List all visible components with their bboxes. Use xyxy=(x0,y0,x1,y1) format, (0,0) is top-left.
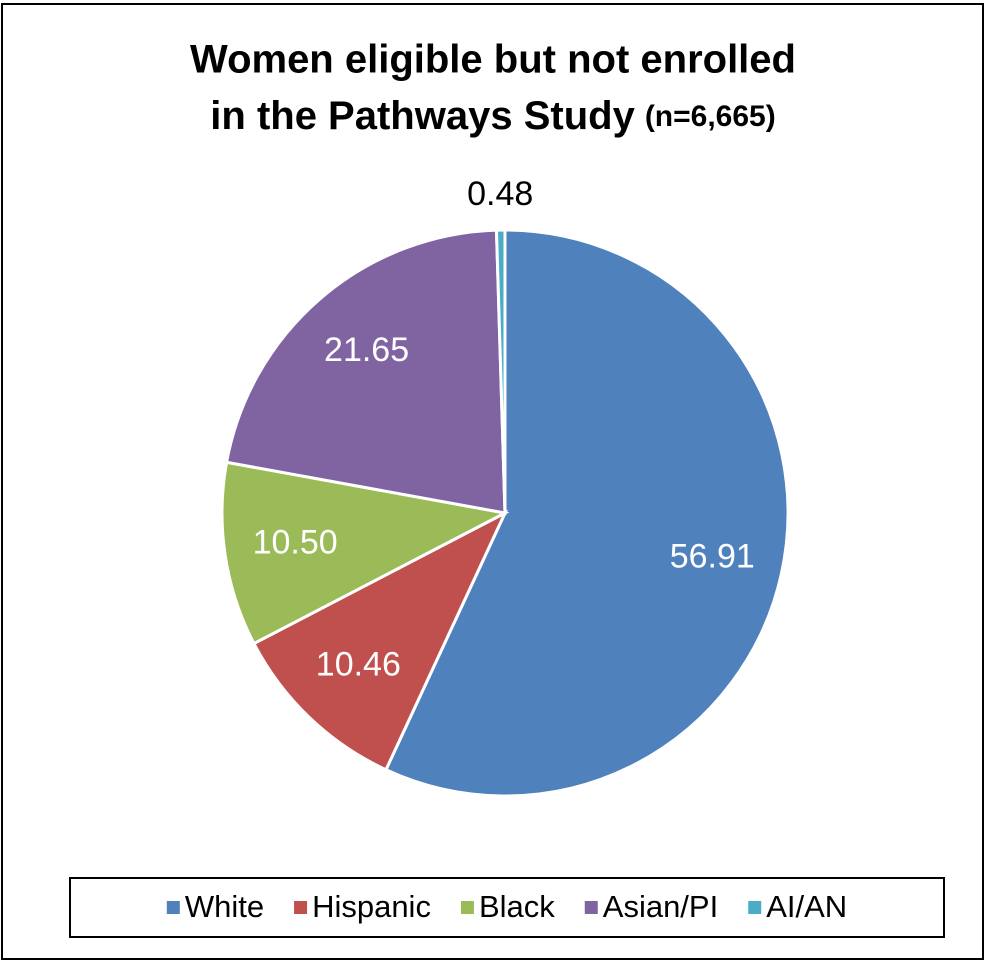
legend-label: Hispanic xyxy=(312,889,431,924)
legend-label: Asian/PI xyxy=(603,889,718,924)
legend-label: AI/AN xyxy=(766,889,847,924)
legend-label: Black xyxy=(479,889,555,924)
data-label: 56.91 xyxy=(670,538,755,576)
pie-slice xyxy=(494,228,507,514)
data-label: 10.46 xyxy=(316,645,401,683)
legend-swatch xyxy=(166,901,180,914)
legend-label: White xyxy=(185,889,264,924)
legend-swatch xyxy=(460,901,474,914)
data-label: 10.50 xyxy=(253,524,338,562)
chart-title: in the Pathways Study (n=6,665) xyxy=(210,94,775,138)
chart-title: in the Pathways Study xyxy=(210,94,635,138)
pie-slice xyxy=(224,228,507,515)
pie-slice xyxy=(383,228,790,798)
data-label: 0.48 xyxy=(467,175,533,213)
data-label: 21.65 xyxy=(324,331,409,369)
title-note: (n=6,665) xyxy=(645,100,776,133)
pie-slice xyxy=(251,509,509,772)
legend-swatch xyxy=(294,901,308,914)
legend-box xyxy=(69,877,945,938)
chart-title: Women eligible but not enrolled xyxy=(190,38,796,82)
pie-slice xyxy=(220,460,510,646)
legend-swatch xyxy=(584,901,598,914)
legend-swatch xyxy=(748,901,762,914)
